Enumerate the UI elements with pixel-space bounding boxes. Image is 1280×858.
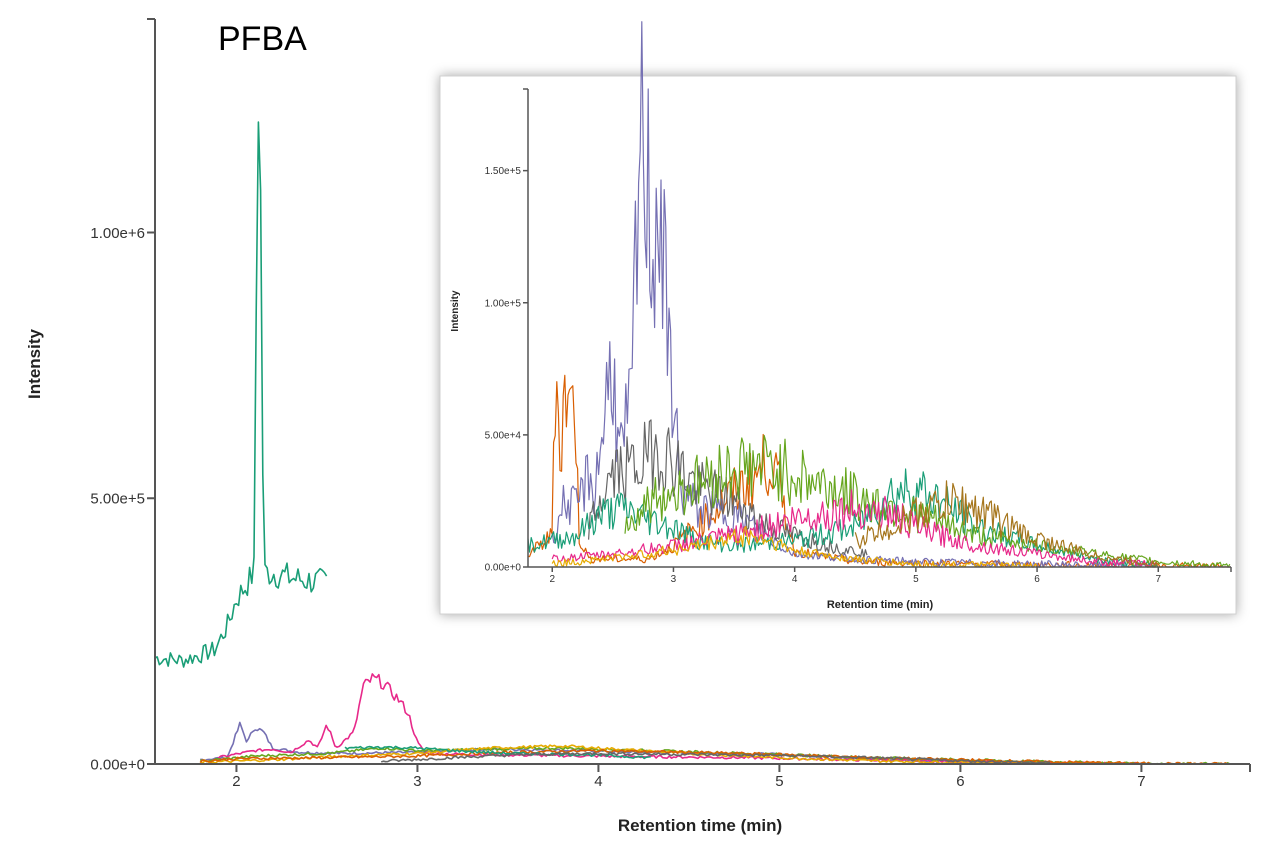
main-x-tick-label-2: 2 — [232, 773, 240, 790]
main-y-tick-label-0: 0.00e+0 — [90, 756, 145, 773]
main-x-tick-label-5: 5 — [775, 773, 783, 790]
inset-x-tick-label-3: 3 — [671, 574, 677, 585]
main-series-line-7 — [344, 745, 651, 760]
inset-y-tick-label-3: 1.50e+5 — [485, 166, 522, 177]
main-chart: 2 3 4 5 6 7 0.00e+0 5.00e+5 1.00e+6 PFBA Retenti… — [25, 18, 1251, 835]
main-y-axis-label: Intensity — [25, 329, 44, 399]
main-series-line-8 — [380, 751, 1051, 765]
main-chart-title: PFBA — [218, 20, 307, 58]
main-axes: 2 3 4 5 6 7 0.00e+0 5.00e+5 1.00e+6 — [90, 18, 1251, 790]
inset-series-group — [527, 21, 1231, 568]
inset-panel — [439, 75, 1237, 615]
inset-series-line-5 — [624, 434, 1231, 568]
inset-x-tick-label-4: 4 — [792, 574, 798, 585]
inset-series-line-7 — [854, 480, 1159, 568]
main-x-tick-label-6: 6 — [956, 773, 964, 790]
inset-series-line-6 — [551, 489, 1158, 568]
inset-axes: 2 3 4 5 6 7 0.00e+0 5.00e+4 1.00e+5 1.50e+5 — [485, 88, 1232, 585]
inset-series-line-4 — [527, 468, 1158, 568]
main-x-tick-label-3: 3 — [413, 773, 421, 790]
main-y-tick-label-2: 1.00e+6 — [90, 225, 145, 242]
inset-series-line-3 — [588, 419, 868, 559]
main-x-tick-label-7: 7 — [1137, 773, 1145, 790]
inset-series-line-2 — [551, 21, 1158, 568]
inset-x-tick-label-5: 5 — [913, 574, 919, 585]
inset-x-axis-label: Retention time (min) — [827, 599, 934, 611]
main-series-line-5 — [199, 744, 1050, 765]
inset-chart: 2 3 4 5 6 7 0.00e+0 5.00e+4 1.00e+5 1.50e+5 Reten… — [439, 21, 1237, 615]
inset-x-tick-label-6: 6 — [1034, 574, 1040, 585]
main-x-tick-label-4: 4 — [594, 773, 602, 790]
main-y-tick-label-1: 5.00e+5 — [90, 491, 145, 508]
inset-y-tick-label-0: 0.00e+0 — [485, 563, 522, 574]
inset-y-tick-label-2: 1.00e+5 — [485, 298, 522, 309]
inset-y-tick-label-1: 5.00e+4 — [485, 430, 522, 441]
inset-y-axis-label: Intensity — [450, 290, 461, 332]
main-series-line-1 — [154, 121, 328, 668]
main-series-line-6 — [199, 748, 1230, 765]
inset-x-tick-label-2: 2 — [549, 574, 555, 585]
inset-x-tick-label-7: 7 — [1155, 574, 1161, 585]
main-x-axis-label: Retention time (min) — [618, 816, 782, 835]
